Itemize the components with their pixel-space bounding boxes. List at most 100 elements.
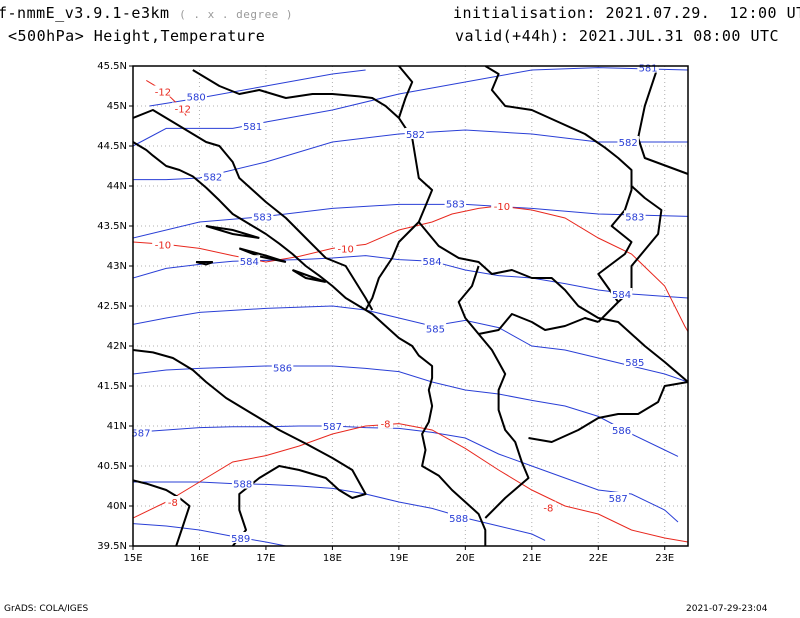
temperature-contour-label: -8 — [543, 504, 553, 515]
lon-tick-label: 23E — [655, 553, 674, 564]
height-label-bg — [610, 424, 633, 435]
height-label-bg — [607, 492, 629, 503]
border-line — [637, 66, 688, 175]
border-line — [484, 66, 633, 303]
init-time: initialisation: 2021.07.29. 12:00 UTC — [453, 4, 800, 22]
lat-tick-label: 44N — [107, 181, 127, 192]
height-contour — [133, 255, 688, 299]
height-contour-label: 582 — [619, 138, 638, 149]
lon-tick-label: 15E — [123, 553, 142, 564]
model-title: f-nmmE_v3.9.1-e3km ( . x . degree ) — [0, 4, 293, 22]
lat-tick-label: 45N — [107, 101, 127, 112]
temperature-label-bg — [334, 242, 357, 254]
lat-tick-label: 41.5N — [97, 381, 127, 392]
height-label-bg — [241, 120, 264, 131]
border-line — [133, 479, 191, 546]
height-contour-label: 580 — [187, 92, 206, 103]
height-contour-label: 581 — [243, 122, 262, 133]
border-line — [192, 69, 434, 311]
height-contour — [133, 481, 546, 541]
temperature-contour-label: -10 — [338, 244, 354, 255]
border-line — [418, 221, 688, 383]
height-label-bg — [447, 512, 470, 523]
border-line — [133, 109, 374, 311]
temperature-contour-label: -12 — [175, 104, 191, 115]
lat-tick-label: 43N — [107, 261, 127, 272]
height-contour-label: 581 — [639, 64, 658, 75]
temperature-label-bg — [378, 417, 394, 429]
height-contour-label: 584 — [612, 290, 631, 301]
lat-tick-label: 43.5N — [97, 221, 127, 232]
height-label-bg — [130, 426, 152, 438]
lon-tick-label: 18E — [323, 553, 342, 564]
temperature-label-bg — [491, 200, 513, 211]
height-contour-label: 587 — [609, 494, 628, 505]
lon-tick-label: 17E — [256, 553, 275, 564]
height-contour — [133, 129, 688, 181]
height-contour-label: 588 — [449, 514, 468, 525]
temperature-contour-label: -8 — [381, 420, 391, 431]
lat-tick-label: 42N — [107, 341, 127, 352]
axis-ticks: 45.5N 45N 44.5N 44N 43.5N 43N 42.5N 42N 41.5N 41N… — [97, 61, 674, 564]
lat-tick-label: 42.5N — [97, 301, 127, 312]
height-contour — [133, 203, 688, 239]
temperature-label-bg — [152, 85, 174, 97]
height-contour — [133, 425, 679, 523]
height-contour-label: 585 — [625, 358, 644, 369]
border-line — [457, 265, 530, 519]
height-contour-label: 586 — [273, 364, 292, 375]
lat-tick-label: 41N — [107, 421, 127, 432]
field-title: <500hPa> Height,Temperature — [8, 27, 266, 45]
lon-tick-label: 16E — [190, 553, 209, 564]
height-contour-label: 585 — [426, 324, 445, 335]
model-name: f-nmmE_v3.9.1-e3km — [0, 4, 170, 22]
border-line — [528, 381, 688, 443]
height-label-bg — [271, 361, 294, 373]
height-contour-label: 584 — [423, 257, 442, 268]
lat-tick-label: 40N — [107, 501, 127, 512]
height-contour-label: 586 — [612, 426, 631, 437]
height-label-bg — [238, 255, 261, 267]
height-contour-label: 582 — [203, 172, 222, 183]
height-contour-label: 584 — [240, 257, 259, 268]
temperature-contour — [133, 423, 688, 543]
height-contour — [133, 365, 679, 457]
border-line — [133, 141, 487, 546]
height-label-bg — [617, 136, 639, 147]
height-contour-label: 588 — [233, 480, 252, 491]
height-label-bg — [610, 288, 633, 299]
height-contour-label: 583 — [446, 200, 465, 211]
height-contour-label: 589 — [231, 534, 250, 545]
height-contour — [133, 67, 688, 147]
lon-tick-label: 20E — [456, 553, 475, 564]
temperature-label-bg — [172, 102, 194, 114]
island — [238, 247, 287, 263]
model-resolution: ( . x . degree ) — [179, 8, 294, 21]
island — [205, 225, 260, 239]
temperature-contour-label: -12 — [155, 88, 171, 99]
border-line — [597, 185, 663, 323]
valid-time: valid(+44h): 2021.JUL.31 08:00 UTC — [455, 27, 780, 45]
border-line — [478, 313, 599, 335]
temperature-contour-label: -8 — [168, 498, 178, 509]
border-line — [133, 349, 367, 546]
lat-tick-label: 39.5N — [97, 541, 127, 552]
height-contour-label: 587 — [131, 428, 150, 439]
height-contour — [133, 305, 688, 383]
lon-tick-label: 22E — [589, 553, 608, 564]
temperature-label-bg — [540, 501, 556, 513]
height-label-bg — [424, 322, 447, 334]
height-label-bg — [421, 255, 443, 267]
lat-tick-label: 45.5N — [97, 61, 127, 72]
height-contour-label: 583 — [625, 212, 644, 223]
height-label-bg — [637, 61, 659, 73]
height-label-bg — [251, 210, 274, 222]
temperature-label-bg — [165, 496, 181, 507]
temperature-contour-label: -10 — [494, 202, 510, 213]
border-line — [397, 66, 414, 119]
height-label-bg — [444, 197, 467, 209]
height-label-bg — [202, 170, 224, 182]
lon-tick-label: 21E — [522, 553, 541, 564]
contour-labels: 580 581 581 582 582 582 583 583 583 584 584 584 585 5… — [130, 61, 659, 545]
